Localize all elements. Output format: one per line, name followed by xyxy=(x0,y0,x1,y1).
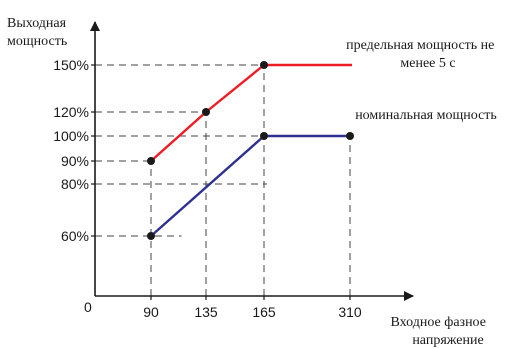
data-point xyxy=(147,232,155,240)
series-label-nominal-line-1: номинальная мощность xyxy=(355,108,497,123)
x-tick-label: 90 xyxy=(143,304,159,320)
x-axis-title: Входное фазное напряжение xyxy=(391,315,490,348)
series-label-peak-line-1: предельная мощность не xyxy=(346,38,494,53)
y-tick-label: 100% xyxy=(53,128,89,144)
y-axis-title: Выходная мощность xyxy=(7,16,70,49)
y-axis-title-line-1: Выходная xyxy=(7,16,67,31)
data-point xyxy=(260,132,268,140)
x-tick-label: 165 xyxy=(252,304,276,320)
y-tick-label: 80% xyxy=(61,176,89,192)
series-label-peak: предельная мощность не менее 5 с xyxy=(346,38,498,71)
series-lines xyxy=(147,61,354,240)
data-point xyxy=(147,157,155,165)
guide-lines xyxy=(95,64,351,296)
y-axis-title-line-2: мощность xyxy=(7,34,67,49)
x-axis-title-line-1: Входное фазное xyxy=(391,315,486,330)
series-line-0 xyxy=(150,63,352,162)
y-tick-label: 150% xyxy=(53,57,89,73)
data-point xyxy=(202,108,210,116)
data-point xyxy=(260,61,268,69)
data-point xyxy=(346,132,354,140)
origin-label: 0 xyxy=(84,299,92,315)
series-label-peak-line-2: менее 5 с xyxy=(400,56,455,71)
y-tick-label: 120% xyxy=(53,104,89,120)
series-label-nominal: номинальная мощность xyxy=(355,108,497,123)
y-tick-label: 90% xyxy=(61,153,89,169)
tick-labels: 60% 80% 90% 100% 120% 150% 90 135 165 310 xyxy=(53,57,362,320)
x-axis-title-line-2: напряжение xyxy=(412,333,483,348)
series-line-1 xyxy=(150,134,350,237)
x-tick-label: 310 xyxy=(338,304,362,320)
y-tick-label: 60% xyxy=(61,228,89,244)
x-tick-label: 135 xyxy=(194,304,218,320)
